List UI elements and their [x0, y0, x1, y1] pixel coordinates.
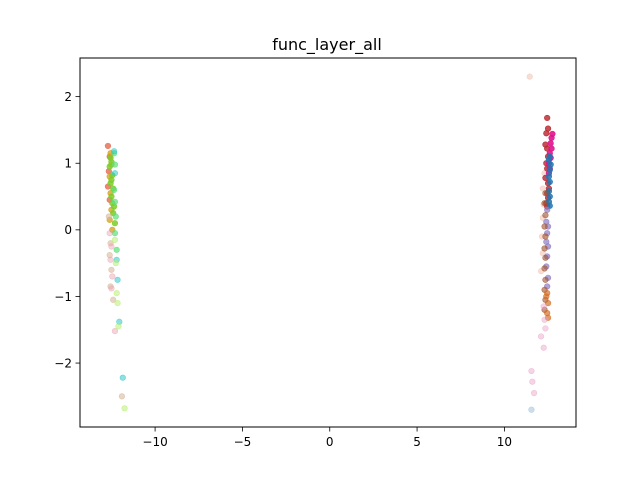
data-point	[118, 393, 126, 400]
series-16	[528, 406, 535, 413]
series-15	[528, 303, 549, 397]
data-point	[109, 273, 116, 280]
data-point	[543, 130, 550, 137]
data-point	[541, 245, 548, 252]
series-14	[543, 290, 552, 321]
data-point	[544, 314, 552, 321]
x-tick-label: 10	[497, 435, 512, 449]
data-point	[526, 73, 533, 80]
data-point	[110, 186, 118, 193]
data-point	[113, 246, 120, 253]
data-point	[111, 236, 119, 243]
data-point	[111, 161, 119, 168]
data-point	[113, 290, 120, 297]
data-point	[108, 193, 115, 200]
data-point	[542, 212, 549, 219]
data-point	[540, 303, 547, 310]
data-point	[543, 293, 550, 300]
y-axis: −2 −1 0 1 2	[54, 90, 80, 370]
data-point	[111, 198, 119, 205]
data-point	[111, 230, 119, 237]
y-tick-label: −2	[54, 356, 72, 370]
data-point	[114, 276, 121, 283]
data-point	[108, 285, 115, 292]
points-layer	[104, 73, 556, 413]
data-point	[111, 170, 119, 177]
data-point	[540, 344, 547, 351]
data-point	[541, 223, 548, 230]
data-point	[547, 140, 554, 147]
x-axis: −10 −5 0 5 10	[142, 427, 512, 449]
data-point	[542, 233, 549, 240]
data-point	[537, 333, 545, 340]
data-point	[106, 230, 113, 237]
data-point	[121, 405, 128, 412]
data-point	[528, 406, 535, 413]
series-6	[106, 230, 119, 335]
data-point	[541, 316, 548, 323]
plot-frame	[79, 57, 577, 428]
data-point	[107, 180, 114, 187]
x-tick-label: 0	[326, 435, 334, 449]
y-tick-label: 2	[64, 90, 72, 104]
data-point	[106, 252, 113, 259]
data-point	[111, 220, 119, 227]
data-point	[110, 296, 117, 303]
data-point	[111, 327, 119, 335]
series-5	[105, 213, 126, 400]
y-tick-label: −1	[54, 290, 72, 304]
y-tick-label: 1	[64, 157, 72, 171]
data-point	[544, 114, 551, 122]
data-point	[541, 265, 548, 272]
data-point	[545, 173, 553, 180]
data-point	[114, 300, 121, 307]
data-point	[544, 206, 551, 213]
data-point	[542, 325, 549, 332]
data-point	[108, 243, 115, 250]
chart-title: func_layer_all	[272, 35, 382, 55]
x-tick-label: −10	[142, 435, 167, 449]
data-point	[539, 185, 546, 192]
data-point	[112, 213, 119, 220]
data-point	[105, 213, 112, 220]
data-point	[107, 256, 114, 263]
data-point	[528, 367, 535, 375]
data-point	[115, 323, 122, 330]
data-point	[547, 161, 554, 168]
x-tick-label: −5	[234, 435, 252, 449]
y-tick-label: 0	[64, 223, 72, 237]
series-13	[541, 190, 549, 313]
data-point	[119, 374, 126, 381]
data-point	[542, 254, 549, 261]
data-point	[529, 378, 536, 385]
data-point	[546, 166, 553, 173]
data-point	[104, 142, 112, 150]
series-3	[110, 150, 120, 253]
data-point	[541, 200, 548, 207]
data-point	[548, 134, 555, 142]
data-point	[542, 190, 549, 197]
series-7	[111, 236, 128, 412]
series-11	[545, 153, 554, 209]
data-point	[546, 178, 553, 185]
data-point	[542, 276, 549, 283]
x-tick-label: 5	[413, 435, 421, 449]
data-point	[530, 389, 538, 397]
data-point	[110, 148, 118, 155]
data-point	[544, 300, 552, 307]
data-point	[112, 260, 119, 267]
data-point	[106, 163, 113, 170]
data-point	[108, 266, 115, 273]
